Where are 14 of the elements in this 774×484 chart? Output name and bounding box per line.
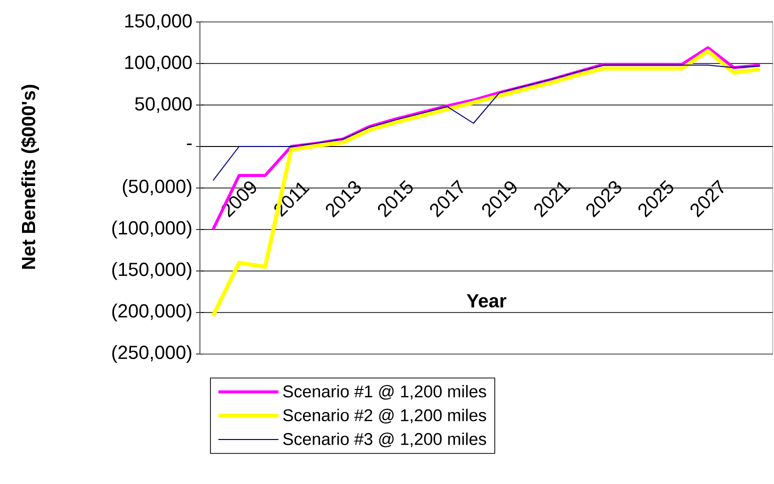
- y-tick-label: (200,000): [112, 304, 192, 322]
- y-tick-label: 100,000: [125, 56, 192, 72]
- legend-label: Scenario #3 @ 1,200 miles: [283, 432, 486, 448]
- y-tick-label: (150,000): [112, 262, 192, 280]
- legend-label: Scenario #2 @ 1,200 miles: [283, 408, 486, 424]
- x-axis-title: Year: [466, 294, 506, 308]
- legend-label: Scenario #1 @ 1,200 miles: [283, 385, 486, 400]
- y-axis-title: Net Benefits ($000's): [20, 84, 40, 269]
- y-tick-label: (50,000): [122, 179, 192, 197]
- y-tick-label: 150,000: [125, 14, 192, 30]
- y-tick-label: (250,000): [112, 345, 192, 363]
- y-tick-label: -: [186, 144, 192, 146]
- y-tick-label: 50,000: [135, 97, 192, 113]
- y-tick-label: (100,000): [112, 220, 192, 238]
